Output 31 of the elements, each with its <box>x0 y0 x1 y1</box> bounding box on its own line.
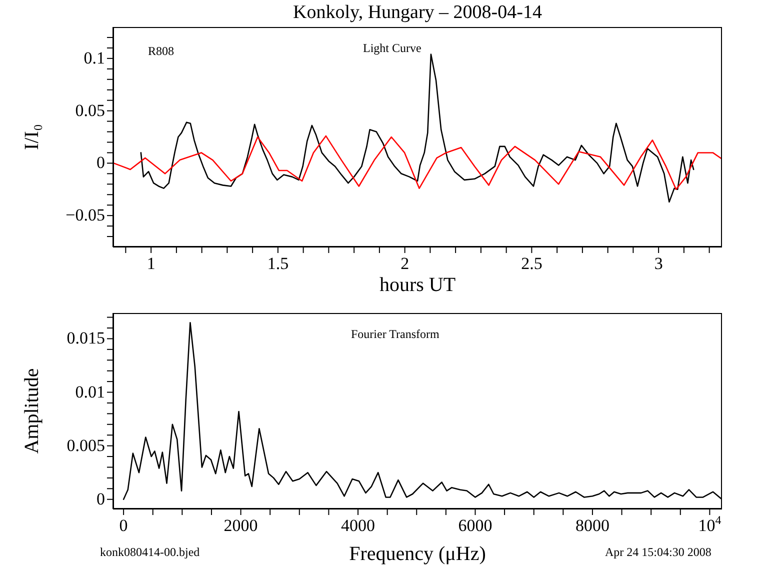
y-axis-title: Amplitude <box>21 368 43 454</box>
y-tick-label: 0 <box>96 153 105 172</box>
x-tick-label: 2.5 <box>521 254 542 273</box>
x-tick-label: 2 <box>400 254 410 273</box>
annotation: Fourier Transform <box>351 327 440 342</box>
x-tick-label: 8000 <box>575 516 610 535</box>
line-series <box>140 54 694 203</box>
y-axis-title: I/I₀ <box>21 124 43 150</box>
y-tick-label: 0.015 <box>66 328 105 348</box>
annotation: R808 <box>148 44 174 59</box>
y-tick-label: 0 <box>96 489 105 508</box>
x-tick-label: 6000 <box>458 516 492 535</box>
x-tick-label: 0 <box>119 516 128 535</box>
x-tick-label: 3 <box>654 254 663 273</box>
text: Apr 24 15:04:30 2008 <box>605 545 712 560</box>
x-axis-title: Frequency (μHz) <box>349 543 486 565</box>
x-tick-label: 2000 <box>224 516 258 535</box>
x-tick-label: 4000 <box>341 516 376 535</box>
y-tick-label: −0.05 <box>66 206 105 225</box>
y-tick-label: 0.01 <box>75 382 105 402</box>
x-tick-label: 1 <box>146 254 156 273</box>
y-tick-label: 0.1 <box>84 48 105 68</box>
x-axis-title: hours UT <box>379 274 456 296</box>
line-series <box>113 135 722 190</box>
y-tick-label: 0.05 <box>75 100 105 120</box>
text: konk080414-00.bjed <box>100 545 200 560</box>
x-tick-label: 10$^{4}$ <box>698 513 722 535</box>
chart-title: Konkoly, Hungary – 2008-04-14 <box>292 2 543 24</box>
x-tick-label: 1.5 <box>267 254 289 273</box>
y-tick-label: 0.005 <box>66 436 105 455</box>
annotation: Light Curve <box>363 41 422 56</box>
